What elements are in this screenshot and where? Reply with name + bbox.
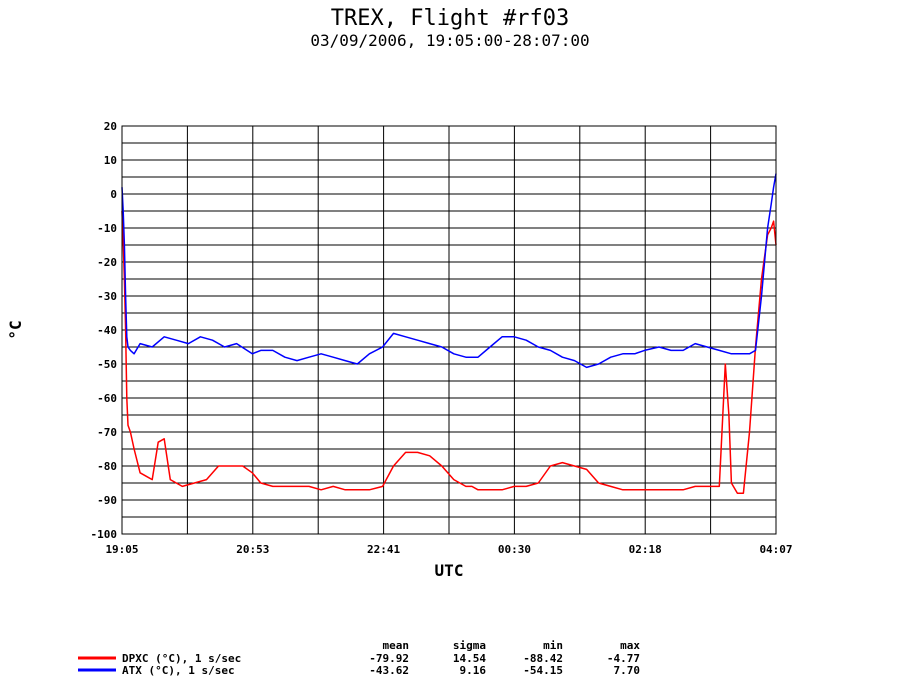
series-lines	[121, 173, 777, 494]
series-line-0	[121, 210, 777, 494]
stats-table: mean sigma min max DPXC (°C), 1 s/sec -79.92 1…	[78, 639, 640, 677]
y-tick-label: -70	[97, 426, 117, 439]
stats-value-sigma: 9.16	[460, 664, 487, 677]
x-axis-ticks: 19:05 20:53 22:41 00:30 02:18 04:07	[105, 543, 792, 556]
y-tick-label: -10	[97, 222, 117, 235]
stats-value-min: -88.42	[523, 652, 563, 665]
x-tick-label: 02:18	[629, 543, 662, 556]
plot-grid	[122, 125, 776, 535]
y-tick-label: -20	[97, 256, 117, 269]
stats-value-mean: -79.92	[369, 652, 409, 665]
x-tick-label: 19:05	[105, 543, 138, 556]
y-tick-label: -50	[97, 358, 117, 371]
stats-value-sigma: 14.54	[453, 652, 486, 665]
legend-label: ATX (°C), 1 s/sec	[122, 664, 235, 677]
y-tick-label: -100	[91, 528, 118, 541]
stats-value-mean: -43.62	[369, 664, 409, 677]
y-tick-label: 0	[110, 188, 117, 201]
chart-title: TREX, Flight #rf03	[331, 6, 569, 31]
legend-label: DPXC (°C), 1 s/sec	[122, 652, 241, 665]
y-tick-label: -90	[97, 494, 117, 507]
x-tick-label: 00:30	[498, 543, 531, 556]
y-tick-label: -80	[97, 460, 117, 473]
y-axis-label: °C	[6, 320, 25, 339]
stats-header-sigma: sigma	[453, 639, 486, 652]
y-tick-label: 10	[104, 154, 117, 167]
x-tick-label: 04:07	[759, 543, 792, 556]
stats-value-max: 7.70	[614, 664, 641, 677]
series-line-1	[121, 173, 777, 369]
y-tick-label: 20	[104, 120, 117, 133]
x-tick-label: 20:53	[236, 543, 269, 556]
y-tick-label: -60	[97, 392, 117, 405]
y-axis-ticks: 20 10 0 -10 -20 -30 -40 -50 -60 -70 -80 -90 -100	[91, 120, 118, 541]
stats-value-max: -4.77	[607, 652, 640, 665]
stats-header-mean: mean	[383, 639, 410, 652]
stats-value-min: -54.15	[523, 664, 563, 677]
y-tick-label: -30	[97, 290, 117, 303]
plot-frame	[121, 125, 777, 535]
stats-header-max: max	[620, 639, 640, 652]
x-axis-label: UTC	[435, 561, 464, 580]
stats-header-min: min	[543, 639, 563, 652]
x-tick-label: 22:41	[367, 543, 400, 556]
chart-subtitle: 03/09/2006, 19:05:00-28:07:00	[310, 31, 589, 50]
y-tick-label: -40	[97, 324, 117, 337]
